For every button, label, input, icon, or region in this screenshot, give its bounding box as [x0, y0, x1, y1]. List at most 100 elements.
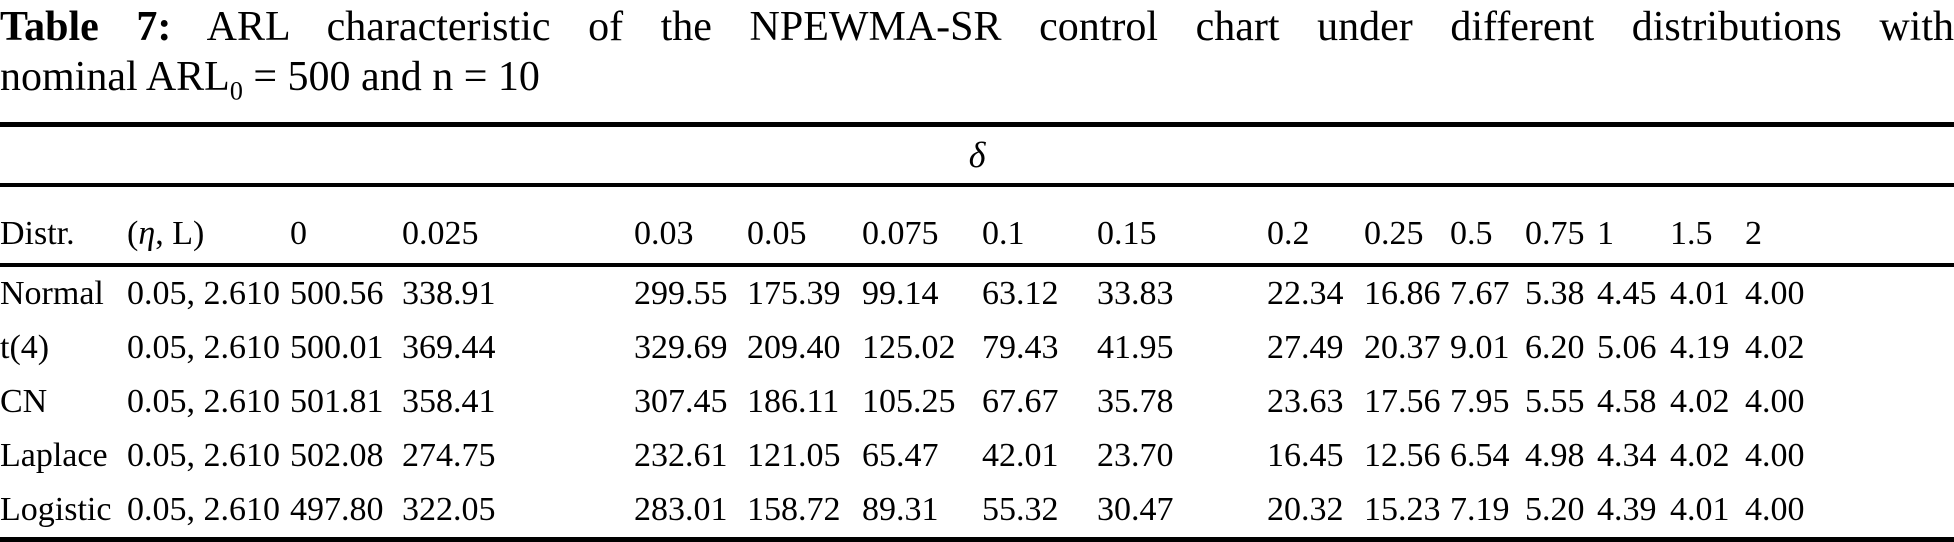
col-header-delta: 2 [1745, 185, 1954, 267]
arl-value-cell: 232.61 [634, 437, 728, 474]
arl-value-cell: 4.00 [1745, 383, 1805, 420]
arl-value-cell: 7.67 [1450, 275, 1510, 312]
arl-value-cell: 20.37 [1364, 329, 1441, 366]
arl-value-cell: 4.02 [1745, 329, 1805, 366]
arl-value-cell: 502.08 [290, 437, 384, 474]
eta-l-cell: 0.05, 2.610 [127, 383, 280, 420]
eta-l-cell: 0.05, 2.610 [127, 275, 280, 312]
col-header-delta: 0.075 [862, 185, 982, 267]
arl-subscript: 0 [229, 76, 243, 106]
arl-value-cell: 5.06 [1597, 329, 1657, 366]
arl-value-cell: 79.43 [982, 329, 1059, 366]
arl-value-cell: 42.01 [982, 437, 1059, 474]
arl-value-cell: 5.38 [1525, 275, 1585, 312]
arl-value-cell: 4.01 [1670, 491, 1730, 528]
arl-value-cell: 41.95 [1097, 329, 1174, 366]
col-header-delta: 0.025 [402, 185, 634, 267]
arl-value-cell: 299.55 [634, 275, 728, 312]
arl-value-cell: 27.49 [1267, 329, 1344, 366]
arl-value-cell: 121.05 [747, 437, 841, 474]
arl-value-cell: 105.25 [862, 383, 956, 420]
arl-value-cell: 4.39 [1597, 491, 1657, 528]
delta-symbol-header: δ [0, 124, 1954, 187]
arl-value-cell: 5.55 [1525, 383, 1585, 420]
col-header-delta: 0.2 [1267, 185, 1364, 267]
table-row: t(4) 0.05, 2.610 500.01 369.44 329.69 209.40 1… [0, 321, 1954, 375]
arl-value-cell: 369.44 [402, 329, 496, 366]
arl-value-cell: 7.95 [1450, 383, 1510, 420]
arl-value-cell: 338.91 [402, 275, 496, 312]
caption-line-2: nominal ARL0 = 500 and n = 10 [0, 52, 1954, 106]
arl-value-cell: 307.45 [634, 383, 728, 420]
caption-line2-tail: = 500 and n = 10 [242, 54, 540, 100]
col-header-eta-l: (η, L) [127, 185, 290, 267]
arl-value-cell: 6.54 [1450, 437, 1510, 474]
arl-value-cell: 22.34 [1267, 275, 1344, 312]
arl-value-cell: 500.01 [290, 329, 384, 366]
eta-symbol: η [138, 215, 156, 252]
arl-value-cell: 5.20 [1525, 491, 1585, 528]
arl-value-cell: 33.83 [1097, 275, 1174, 312]
col-header-delta: 1.5 [1670, 185, 1745, 267]
arl-value-cell: 4.58 [1597, 383, 1657, 420]
eta-l-cell: 0.05, 2.610 [127, 491, 280, 528]
column-header-row: Distr. (η, L) 0 0.025 0.03 0.05 0.075 0.1 0.15… [0, 185, 1954, 267]
arl-value-cell: 99.14 [862, 275, 939, 312]
arl-value-cell: 4.19 [1670, 329, 1730, 366]
col-header-delta: 0.05 [747, 185, 862, 267]
eta-header-open: ( [127, 215, 139, 252]
arl-table: δ Distr. (η, L) 0 0.025 0.03 0.05 0.075 0.1 0.… [0, 122, 1954, 542]
delta-spanning-header-row: δ [0, 124, 1954, 187]
arl-value-cell: 9.01 [1450, 329, 1510, 366]
col-header-delta: 0.03 [634, 185, 747, 267]
col-header-delta: 0.15 [1097, 185, 1267, 267]
arl-value-cell: 322.05 [402, 491, 496, 528]
arl-value-cell: 20.32 [1267, 491, 1344, 528]
arl-value-cell: 4.00 [1745, 437, 1805, 474]
arl-value-cell: 15.23 [1364, 491, 1441, 528]
arl-value-cell: 283.01 [634, 491, 728, 528]
arl-value-cell: 63.12 [982, 275, 1059, 312]
col-header-delta: 1 [1597, 185, 1670, 267]
col-header-delta: 0.25 [1364, 185, 1450, 267]
arl-value-cell: 55.32 [982, 491, 1059, 528]
arl-value-cell: 89.31 [862, 491, 939, 528]
eta-l-cell: 0.05, 2.610 [127, 329, 280, 366]
arl-value-cell: 4.98 [1525, 437, 1585, 474]
arl-value-cell: 4.00 [1745, 491, 1805, 528]
table-number-label: Table 7: [0, 4, 172, 50]
arl-value-cell: 500.56 [290, 275, 384, 312]
arl-value-cell: 16.45 [1267, 437, 1344, 474]
caption-line-1: Table 7: ARL characteristic of the NPEWM… [0, 2, 1954, 52]
eta-header-rest: , L) [155, 215, 205, 252]
table-row: CN 0.05, 2.610 501.81 358.41 307.45 186.11 105… [0, 375, 1954, 429]
table-caption: Table 7: ARL characteristic of the NPEWM… [0, 0, 1954, 106]
arl-value-cell: 4.02 [1670, 437, 1730, 474]
table-row: Normal 0.05, 2.610 500.56 338.91 299.55 175.3… [0, 265, 1954, 321]
distribution-cell: CN [0, 383, 48, 420]
arl-value-cell: 16.86 [1364, 275, 1441, 312]
arl-value-cell: 358.41 [402, 383, 496, 420]
col-header-delta: 0.75 [1525, 185, 1597, 267]
arl-value-cell: 67.67 [982, 383, 1059, 420]
caption-text: ARL characteristic of the NPEWMA-SR cont… [206, 4, 1954, 50]
arl-value-cell: 65.47 [862, 437, 939, 474]
arl-value-cell: 23.70 [1097, 437, 1174, 474]
col-header-delta: 0 [290, 185, 402, 267]
arl-value-cell: 35.78 [1097, 383, 1174, 420]
distribution-cell: Laplace [0, 437, 108, 474]
arl-value-cell: 4.00 [1745, 275, 1805, 312]
col-header-delta: 0.1 [982, 185, 1097, 267]
col-header-delta: 0.5 [1450, 185, 1525, 267]
distribution-cell: Normal [0, 275, 104, 312]
arl-value-cell: 329.69 [634, 329, 728, 366]
table-row: Logistic 0.05, 2.610 497.80 322.05 283.01 158… [0, 483, 1954, 540]
arl-value-cell: 501.81 [290, 383, 384, 420]
arl-value-cell: 23.63 [1267, 383, 1344, 420]
arl-value-cell: 6.20 [1525, 329, 1585, 366]
arl-value-cell: 274.75 [402, 437, 496, 474]
arl-value-cell: 4.34 [1597, 437, 1657, 474]
arl-value-cell: 186.11 [747, 383, 840, 420]
caption-line2-text: nominal ARL [0, 54, 230, 100]
